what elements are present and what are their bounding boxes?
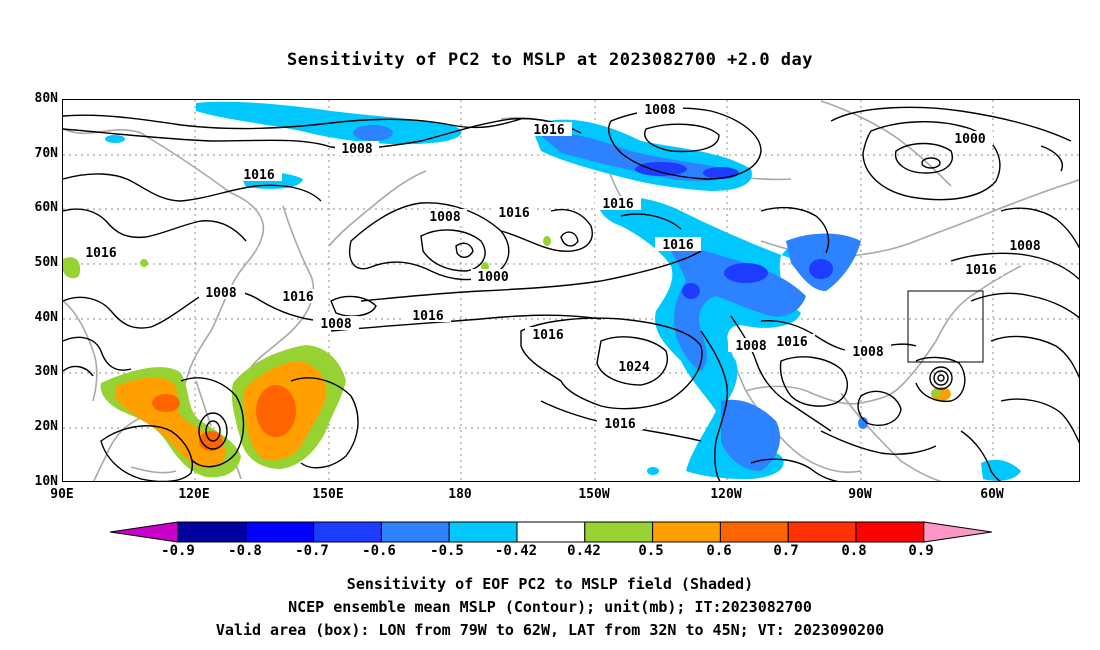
colorbar-segment	[719, 521, 789, 543]
contour-label: 1016	[965, 263, 996, 278]
contour-label: 1016	[776, 335, 807, 350]
colorbar-segment	[855, 521, 925, 543]
contour-label: 1016	[532, 328, 563, 343]
contour-label: 1024	[618, 360, 649, 375]
plot-title: Sensitivity of PC2 to MSLP at 2023082700…	[286, 50, 813, 70]
contour-label: 1008	[644, 103, 675, 118]
colorbar-label: -0.42	[494, 543, 538, 559]
colorbar-arrow-right	[923, 521, 992, 543]
colorbar-segment	[516, 521, 586, 543]
colorbar-label: -0.6	[362, 543, 396, 559]
contour-label: 1016	[85, 246, 116, 261]
lat-tick-50n: 50N	[34, 255, 58, 270]
lat-tick-70n: 70N	[34, 146, 58, 161]
contour-label: 1016	[533, 123, 564, 138]
caption-line-1: Sensitivity of EOF PC2 to MSLP field (Sh…	[346, 575, 754, 593]
contour-label: 1008	[320, 317, 351, 332]
lon-tick-150w: 150W	[578, 487, 610, 502]
colorbar-segment	[787, 521, 857, 543]
mslp-contours	[63, 106, 1079, 481]
contour-label: 1000	[477, 270, 508, 285]
colorbar	[109, 521, 992, 543]
colorbar-label: 0.6	[706, 543, 732, 559]
colorbar-segment	[380, 521, 450, 543]
contour-label: 1016	[412, 309, 443, 324]
contour-label: 1008	[1009, 239, 1040, 254]
lat-tick-40n: 40N	[34, 310, 58, 325]
colorbar-segment	[245, 521, 315, 543]
contour-label: 1016	[604, 417, 635, 432]
colorbar-label: 0.5	[638, 543, 664, 559]
colorbar-label: -0.5	[430, 543, 464, 559]
contour-label: 1008	[852, 345, 883, 360]
colorbar-segment	[652, 521, 721, 543]
caption-line-2: NCEP ensemble mean MSLP (Contour); unit(…	[288, 598, 812, 616]
contour-label: 1016	[602, 197, 633, 212]
lon-tick-150e: 150E	[312, 487, 344, 502]
colorbar-label: 0.42	[567, 543, 601, 559]
colorbar-label: -0.9	[161, 543, 195, 559]
lat-tick-20n: 20N	[34, 419, 58, 434]
sensitivity-shading	[63, 101, 1021, 481]
colorbar-label: -0.8	[228, 543, 262, 559]
colorbar-label: -0.7	[295, 543, 329, 559]
colorbar-segment	[177, 521, 247, 543]
colorbar-label: 0.7	[773, 543, 799, 559]
contour-label: 1016	[243, 168, 274, 183]
lon-tick-120e: 120E	[178, 487, 210, 502]
colorbar-segment	[313, 521, 382, 543]
contour-label: 1016	[282, 290, 313, 305]
caption-line-3: Valid area (box): LON from 79W to 62W, L…	[215, 621, 885, 639]
lon-tick-120w: 120W	[710, 487, 742, 502]
contour-label: 1008	[341, 142, 372, 157]
lat-tick-10n: 10N	[34, 474, 58, 489]
lon-tick-180: 180	[448, 487, 472, 502]
colorbar-segment	[584, 521, 654, 543]
colorbar-label: 0.9	[908, 543, 934, 559]
colorbar-label: 0.8	[841, 543, 867, 559]
map-svg: 1008 1016 1016 1008 1000 1008 1016 1016 …	[63, 100, 1079, 481]
contour-label: 1008	[735, 339, 766, 354]
contour-label: 1016	[662, 238, 693, 253]
contour-label: 1008	[205, 286, 236, 301]
lon-tick-90e: 90E	[50, 487, 74, 502]
valid-area-box	[907, 290, 984, 363]
contour-label: 1016	[498, 206, 529, 221]
contour-label: 1000	[954, 132, 985, 147]
lon-tick-90w: 90W	[848, 487, 872, 502]
contour-label: 1008	[429, 210, 460, 225]
lat-tick-80n: 80N	[34, 91, 58, 106]
lon-tick-60w: 60W	[980, 487, 1004, 502]
lat-tick-60n: 60N	[34, 200, 58, 215]
map-panel: 1008 1016 1016 1008 1000 1008 1016 1016 …	[62, 99, 1080, 482]
contour-labels: 1008 1016 1016 1008 1000 1008 1016 1016 …	[77, 102, 1047, 432]
colorbar-segment	[448, 521, 518, 543]
colorbar-arrow-left	[109, 521, 179, 543]
lat-tick-30n: 30N	[34, 364, 58, 379]
